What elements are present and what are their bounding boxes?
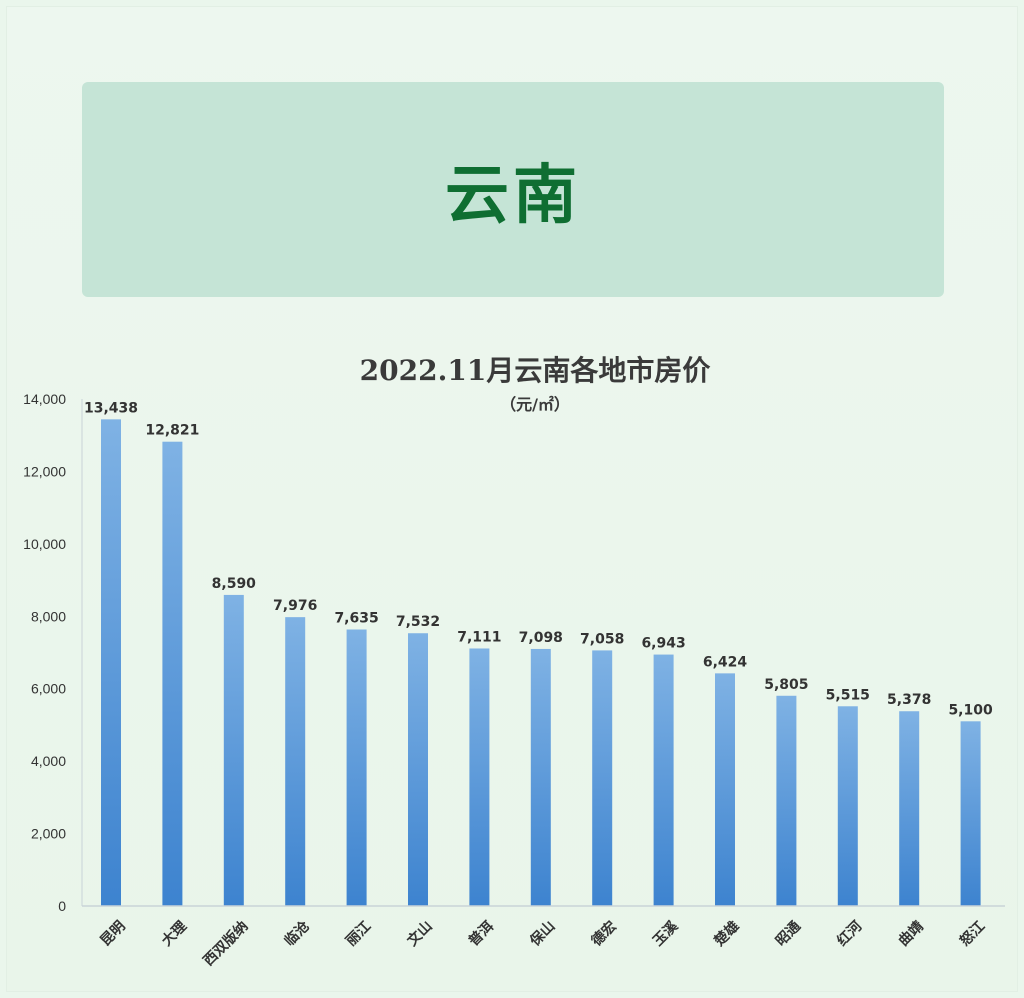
bar bbox=[715, 673, 735, 906]
y-axis: 0 2,000 4,000 6,000 8,000 10,000 12,000 14,000 bbox=[23, 391, 83, 914]
bar bbox=[776, 695, 797, 906]
y-tick-label: 4,000 bbox=[31, 753, 66, 769]
data-label: 12,821 bbox=[145, 423, 199, 439]
bars-group: 13,438 12,821 8,590 7,976 7,635 7,532 7,111 7,0… bbox=[84, 400, 993, 906]
data-label: 7,058 bbox=[580, 631, 624, 647]
x-tick-label: 曲靖 bbox=[895, 918, 927, 950]
x-tick-label: 普洱 bbox=[465, 918, 497, 950]
data-label: 7,532 bbox=[396, 614, 440, 630]
data-label: 6,424 bbox=[703, 654, 748, 670]
data-label: 5,100 bbox=[948, 702, 993, 718]
x-tick-label: 红河 bbox=[834, 918, 866, 950]
x-tick-label: 昭通 bbox=[773, 918, 804, 949]
bar bbox=[653, 654, 674, 906]
bar bbox=[162, 441, 183, 906]
chart-title: 2022.11月云南各地市房价 bbox=[360, 354, 712, 387]
data-label: 13,438 bbox=[84, 400, 138, 416]
y-tick-label: 14,000 bbox=[23, 391, 66, 407]
bar bbox=[469, 648, 490, 906]
y-tick-label: 6,000 bbox=[31, 681, 66, 697]
title-banner: 云南 bbox=[82, 82, 944, 297]
x-tick-label: 丽江 bbox=[342, 918, 374, 950]
y-tick-label: 12,000 bbox=[23, 463, 66, 479]
bar bbox=[530, 648, 551, 906]
x-tick-label: 保山 bbox=[526, 918, 559, 951]
y-tick-label: 10,000 bbox=[23, 536, 66, 552]
bar bbox=[285, 617, 306, 906]
x-tick-label: 临沧 bbox=[281, 917, 314, 950]
data-label: 6,943 bbox=[641, 636, 685, 652]
x-tick-label: 文山 bbox=[404, 918, 436, 950]
bar bbox=[837, 706, 858, 906]
data-label: 5,805 bbox=[764, 677, 808, 693]
x-tick-label: 大理 bbox=[158, 918, 190, 950]
x-tick-label: 昆明 bbox=[97, 918, 128, 949]
bar bbox=[346, 629, 367, 906]
bar bbox=[223, 594, 244, 906]
data-label: 5,515 bbox=[826, 687, 870, 703]
banner-title: 云南 bbox=[445, 158, 581, 233]
x-tick-label: 楚雄 bbox=[710, 918, 743, 951]
x-tick-label: 德宏 bbox=[588, 918, 620, 950]
bar bbox=[592, 650, 613, 906]
bar bbox=[101, 419, 121, 906]
data-label: 7,976 bbox=[273, 598, 317, 614]
data-label: 8,590 bbox=[212, 576, 257, 592]
y-tick-label: 8,000 bbox=[31, 608, 66, 624]
data-label: 7,098 bbox=[519, 630, 563, 646]
y-tick-label: 2,000 bbox=[31, 826, 66, 842]
chart-subtitle: （元/㎡） bbox=[500, 395, 570, 414]
x-tick-label: 怒江 bbox=[956, 918, 988, 950]
x-tick-label: 玉溪 bbox=[649, 917, 682, 950]
x-tick-label: 西双版纳 bbox=[200, 918, 252, 970]
bar bbox=[960, 721, 981, 906]
data-label: 7,111 bbox=[457, 629, 501, 645]
data-label: 5,378 bbox=[887, 692, 931, 708]
y-tick-label: 0 bbox=[58, 898, 66, 914]
bar bbox=[408, 633, 428, 906]
bar bbox=[899, 711, 920, 906]
data-label: 7,635 bbox=[334, 611, 378, 627]
x-axis: 昆明 大理 西双版纳 临沧 丽江 文山 普洱 保山 德宏 玉溪 楚雄 昭通 红河 曲靖 怒江 bbox=[82, 905, 1005, 970]
